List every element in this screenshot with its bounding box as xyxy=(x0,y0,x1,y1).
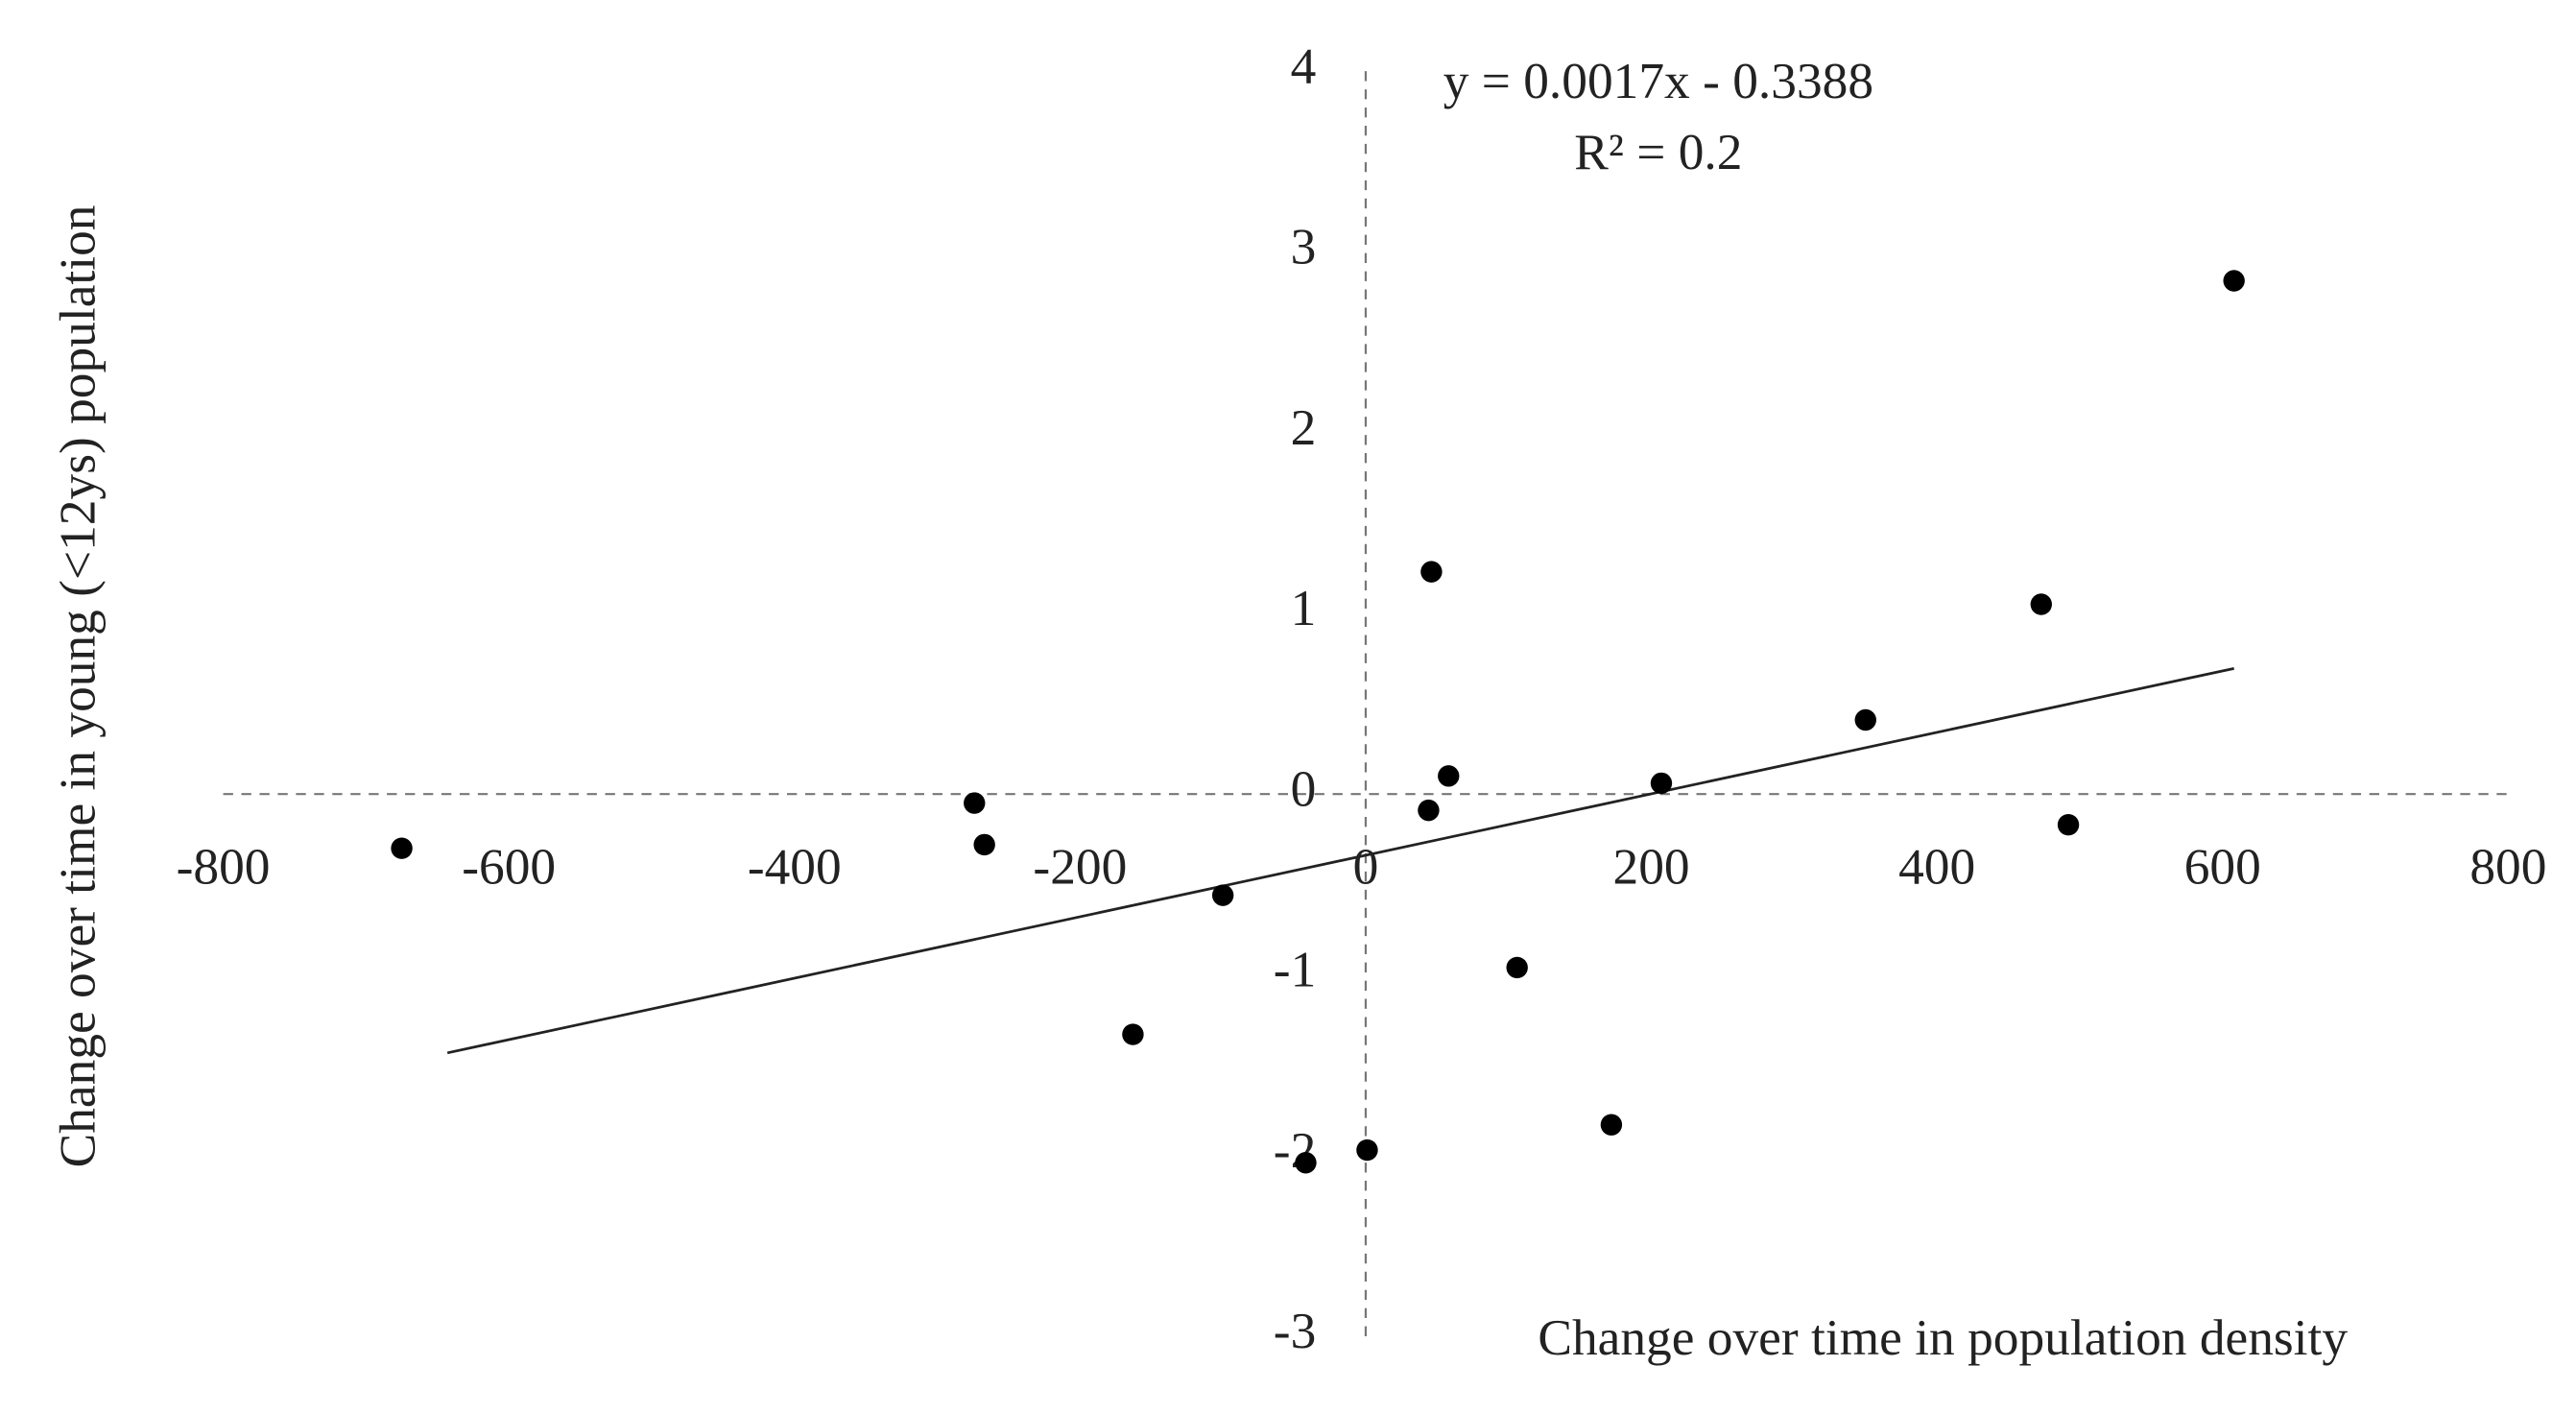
x-tick-label: -800 xyxy=(177,837,271,895)
x-tick-label: 0 xyxy=(1353,837,1379,895)
point xyxy=(2223,270,2245,292)
x-tick-label: 200 xyxy=(1613,837,1690,895)
y-tick-label: -3 xyxy=(1274,1302,1316,1359)
point xyxy=(1211,884,1234,906)
point xyxy=(1650,772,1673,795)
x-tick-label: -200 xyxy=(1033,837,1127,895)
y-tick-label: 3 xyxy=(1291,218,1317,276)
point xyxy=(1600,1114,1623,1136)
x-tick-label: 800 xyxy=(2469,837,2546,895)
point xyxy=(1295,1152,1317,1174)
trendline xyxy=(446,666,2234,1055)
equation: y = 0.0017x - 0.3388 xyxy=(1443,52,1873,109)
point xyxy=(1122,1023,1144,1045)
point xyxy=(1854,708,1876,731)
point xyxy=(2030,593,2052,615)
point xyxy=(391,837,413,859)
y-tick-label: 4 xyxy=(1291,36,1317,94)
y-tick-label: 1 xyxy=(1291,579,1317,636)
r-squared: R² = 0.2 xyxy=(1574,123,1742,180)
y-tick-label: -1 xyxy=(1274,941,1316,998)
point xyxy=(1356,1138,1378,1162)
y-tick-label: 0 xyxy=(1291,759,1317,817)
point xyxy=(1418,799,1440,822)
x-tick-label: 400 xyxy=(1898,837,1975,895)
x-tick-label: -400 xyxy=(748,837,842,895)
point xyxy=(1420,561,1443,583)
point xyxy=(973,833,995,856)
x-tick-label: -600 xyxy=(462,837,556,895)
y-axis-title: Change over time in young (<12ys) popula… xyxy=(48,205,106,1168)
point xyxy=(1438,765,1460,787)
x-tick-label: 600 xyxy=(2184,837,2261,895)
y-tick-label: 2 xyxy=(1291,398,1317,456)
x-axis-title: Change over time in population density xyxy=(1538,1308,2348,1366)
point xyxy=(964,792,986,814)
point xyxy=(1506,956,1528,979)
point xyxy=(2057,813,2080,836)
